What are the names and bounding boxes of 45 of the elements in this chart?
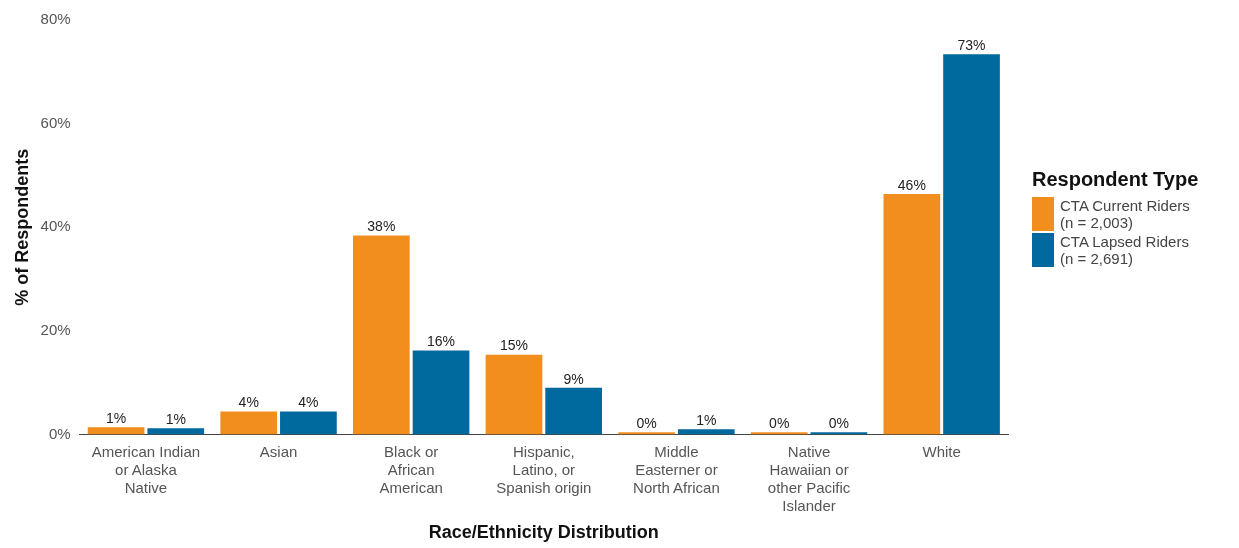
legend-title: Respondent Type [1032, 167, 1199, 191]
y-tick-label: 40% [40, 217, 71, 235]
y-tick-label: 60% [40, 113, 71, 131]
data-label: 46% [897, 176, 926, 193]
data-label: 1% [696, 412, 717, 429]
data-label: 16% [427, 333, 456, 350]
bar [943, 54, 1000, 435]
bar [883, 194, 941, 435]
data-label: 0% [769, 415, 790, 432]
y-tick-label: 80% [40, 10, 71, 28]
data-label: 1% [105, 410, 127, 427]
data-label: 15% [499, 337, 528, 354]
legend-label: CTA Lapsed Riders (n = 2,691) [1060, 232, 1189, 267]
bar [353, 235, 410, 435]
x-tick-label: Hispanic, Latino, or Spanish origin [496, 442, 592, 496]
bar [677, 429, 735, 435]
data-label: 4% [238, 394, 259, 411]
bar [485, 354, 543, 435]
bar [545, 387, 602, 435]
y-tick-label: 20% [40, 320, 71, 338]
legend-label: CTA Current Riders (n = 2,003) [1060, 196, 1190, 231]
bar [750, 432, 808, 435]
data-label: 0% [828, 415, 850, 432]
x-axis-title: Race/Ethnicity Distribution [428, 522, 659, 543]
bar [412, 350, 470, 435]
bar [618, 432, 675, 435]
data-label: 0% [636, 415, 657, 432]
y-tick-label: 0% [48, 424, 71, 442]
x-tick-label: White [922, 442, 961, 460]
bar [147, 428, 205, 435]
bar [87, 427, 145, 435]
x-tick-label: Black or African American [379, 442, 443, 496]
x-tick-label: Native Hawaiian or other Pacific Islander [767, 442, 851, 514]
data-label: 9% [563, 370, 584, 387]
bar [220, 411, 278, 435]
bar [810, 432, 868, 435]
x-tick-label: American Indian or Alaska Native [91, 442, 201, 496]
data-label: 4% [298, 394, 319, 411]
bar [280, 411, 337, 435]
data-label: 38% [367, 218, 396, 235]
x-tick-label: Middle Easterner or North African [633, 442, 720, 496]
y-axis-title: % of Respondents [11, 148, 32, 306]
data-label: 73% [957, 37, 986, 54]
data-label: 1% [165, 411, 186, 428]
x-tick-label: Asian [259, 442, 298, 460]
